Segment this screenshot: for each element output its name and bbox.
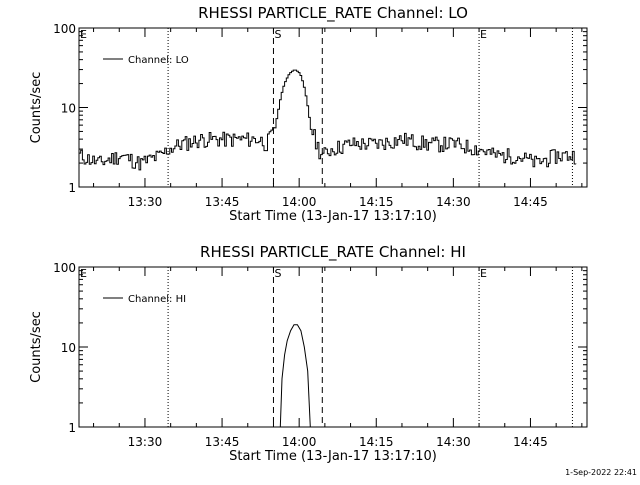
hi-time-marker-label: S bbox=[274, 267, 281, 280]
hi-chart-title: RHESSI PARTICLE_RATE Channel: HI bbox=[200, 243, 466, 262]
lo-x-tick-label: 14:15 bbox=[359, 195, 394, 209]
lo-x-tick-label: 13:30 bbox=[128, 195, 163, 209]
lo-chart-title: RHESSI PARTICLE_RATE Channel: LO bbox=[198, 4, 468, 23]
hi-time-marker-label: E bbox=[80, 267, 87, 280]
hi-x-axis-label: Start Time (13-Jan-17 13:17:10) bbox=[229, 449, 437, 464]
hi-y-axis-label: Counts/sec bbox=[29, 311, 44, 383]
hi-y-tick-label: 100 bbox=[53, 261, 76, 275]
lo-series-line bbox=[79, 69, 577, 171]
hi-x-tick-label: 14:15 bbox=[359, 435, 394, 449]
hi-plot-frame bbox=[78, 266, 588, 428]
lo-x-tick-label: 13:45 bbox=[205, 195, 240, 209]
hi-x-tick-label: 13:45 bbox=[205, 435, 240, 449]
lo-x-tick-label: 14:30 bbox=[436, 195, 471, 209]
lo-y-tick-label: 10 bbox=[61, 102, 76, 116]
hi-panel: RHESSI PARTICLE_RATE Channel: HI 1 10 100 Co… bbox=[29, 243, 588, 464]
lo-y-tick-label: 1 bbox=[68, 181, 76, 195]
lo-y-axis-label: Counts/sec bbox=[29, 72, 44, 144]
lo-x-axis-label: Start Time (13-Jan-17 13:17:10) bbox=[229, 209, 437, 224]
plot-timestamp: 1-Sep-2022 22:41 bbox=[565, 468, 637, 477]
lo-time-marker-label: S bbox=[274, 28, 281, 41]
lo-time-marker-label: E bbox=[480, 28, 487, 41]
lo-legend-label: Channel: LO bbox=[128, 55, 189, 66]
hi-y-tick-label: 1 bbox=[68, 421, 76, 435]
hi-y-tick-label: 10 bbox=[61, 341, 76, 355]
hi-time-marker-label: E bbox=[480, 267, 487, 280]
lo-time-marker-label: E bbox=[80, 28, 87, 41]
lo-x-tick-label: 14:45 bbox=[513, 195, 548, 209]
lo-panel: RHESSI PARTICLE_RATE Channel: LO 1 10 100 Co… bbox=[29, 4, 588, 224]
hi-x-tick-label: 13:30 bbox=[128, 435, 163, 449]
hi-series-line bbox=[279, 324, 311, 428]
hi-legend-label: Channel: HI bbox=[128, 294, 186, 305]
lo-x-tick-label: 14:00 bbox=[282, 195, 317, 209]
lo-y-tick-label: 100 bbox=[53, 22, 76, 36]
hi-x-tick-label: 14:00 bbox=[282, 435, 317, 449]
hi-x-tick-label: 14:30 bbox=[436, 435, 471, 449]
hi-x-tick-label: 14:45 bbox=[513, 435, 548, 449]
